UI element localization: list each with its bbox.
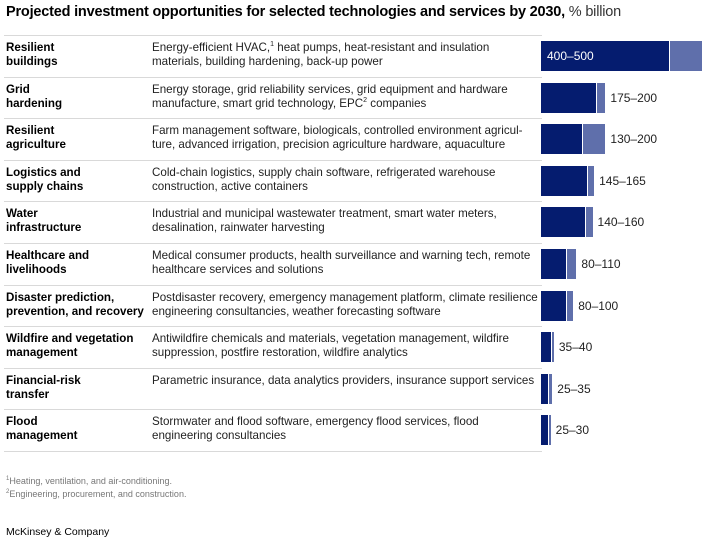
- bar-low-estimate: [541, 249, 566, 279]
- category-label: Logistics and supply chains: [6, 165, 84, 193]
- bar-low-estimate: [541, 332, 552, 363]
- bar-low-estimate: [541, 165, 587, 196]
- bar-low-estimate: [541, 415, 549, 446]
- category-label: Flood management: [6, 415, 78, 443]
- bar-high-estimate: [566, 290, 574, 321]
- chart-title: Projected investment opportunities for s…: [6, 4, 621, 20]
- category-description: Farm management software, biologicals, c…: [152, 124, 523, 152]
- table-row: Water infrastructure Industrial and munici…: [0, 201, 706, 243]
- category-description: Parametric insurance, data analytics pro…: [152, 373, 535, 387]
- row-divider: [4, 409, 542, 411]
- table-row: Logistics and supply chains Cold-chain log…: [0, 159, 706, 202]
- table-row: Resilient buildings Energy-efficient HVAC,…: [0, 35, 706, 77]
- bar-value-label: 25–30: [555, 423, 590, 438]
- row-divider: [4, 35, 542, 36]
- category-description: Medical consumer products, health survei…: [152, 249, 531, 276]
- category-label: Wildfire and vegetation management: [6, 332, 134, 360]
- row-divider: [4, 243, 542, 244]
- table-row: Grid hardening Energy storage, grid reliab…: [0, 76, 706, 119]
- bar-value-label: 175–200: [610, 90, 658, 105]
- table-row: Wildfire and vegetation management Antiwil…: [0, 326, 706, 368]
- bar-value-label: 140–160: [597, 215, 645, 230]
- row-divider: [4, 118, 542, 120]
- bar-high-estimate: [597, 82, 606, 113]
- footnote-1: 1Heating, ventilation, and air-condition…: [6, 476, 172, 486]
- source-brand: McKinsey & Company: [6, 526, 110, 538]
- bar-value-label: 80–110: [581, 257, 621, 271]
- row-divider: [4, 284, 542, 286]
- footnote-2: 2Engineering, procurement, and construct…: [6, 489, 187, 499]
- row-divider: [4, 159, 542, 161]
- bar-value-label: 145–165: [599, 173, 646, 188]
- table-row: Healthcare and livelihoods Medical consume…: [0, 243, 706, 285]
- bar-value-label: 400–500: [547, 49, 594, 63]
- bar-value-label: 35–40: [558, 340, 593, 355]
- chart-title-unit: % billion: [568, 4, 621, 20]
- bar-high-estimate: [549, 415, 552, 446]
- footnote-marker: 1: [270, 41, 275, 49]
- table-row: Resilient agriculture Farm management soft…: [0, 118, 706, 160]
- category-description: Industrial and municipal wastewater trea…: [152, 207, 497, 235]
- row-divider: [4, 367, 542, 369]
- bar-high-estimate: [582, 124, 606, 155]
- category-description: Postdisaster recovery, emergency managem…: [152, 290, 538, 318]
- row-divider: [4, 326, 542, 328]
- bar-low-estimate: [541, 373, 549, 404]
- bar-low-estimate: [541, 82, 597, 113]
- table-row: Financial-risk transfer Parametric insuran…: [0, 367, 706, 410]
- bar-value-label: 130–200: [610, 132, 658, 147]
- bar-high-estimate: [669, 41, 702, 71]
- table-row: Disaster prediction, prevention, and reco…: [0, 284, 706, 327]
- category-label: Grid hardening: [6, 82, 63, 110]
- row-divider: [4, 76, 542, 78]
- category-description: Antiwildfire chemicals and materials, ve…: [152, 332, 509, 360]
- category-label: Financial-risk transfer: [6, 373, 81, 401]
- category-description: Stormwater and flood software, emergency…: [152, 415, 479, 443]
- chart-title-main: Projected investment opportunities for s…: [6, 4, 565, 20]
- bar-high-estimate: [587, 165, 595, 196]
- category-label: Disaster prediction, prevention, and reco…: [6, 290, 144, 318]
- bar-low-estimate: [541, 41, 669, 71]
- row-divider: [4, 201, 542, 203]
- bar-low-estimate: [541, 124, 582, 155]
- bar-low-estimate: [541, 290, 566, 321]
- table-row: Flood management Stormwater and flood soft…: [0, 409, 706, 451]
- table-bottom-divider: [4, 451, 542, 452]
- category-label: Resilient buildings: [6, 41, 58, 68]
- category-label: Resilient agriculture: [6, 124, 66, 152]
- category-label: Healthcare and livelihoods: [6, 249, 90, 276]
- bar-low-estimate: [541, 207, 586, 238]
- footnote-marker: 2: [363, 96, 368, 104]
- bar-high-estimate: [566, 249, 577, 279]
- bar-high-estimate: [586, 207, 593, 238]
- footnotes: 1Heating, ventilation, and air-condition…: [6, 474, 186, 500]
- category-description: Cold-chain logistics, supply chain softw…: [152, 165, 496, 193]
- bar-value-label: 25–35: [557, 381, 591, 396]
- bar-high-estimate: [549, 373, 553, 404]
- bar-value-label: 80–100: [578, 298, 619, 313]
- category-label: Water infrastructure: [6, 207, 82, 235]
- category-description: Energy-efficient HVAC,1 heat pumps, heat…: [152, 41, 490, 68]
- bar-high-estimate: [552, 332, 555, 363]
- category-description: Energy storage, grid reliability service…: [152, 82, 508, 110]
